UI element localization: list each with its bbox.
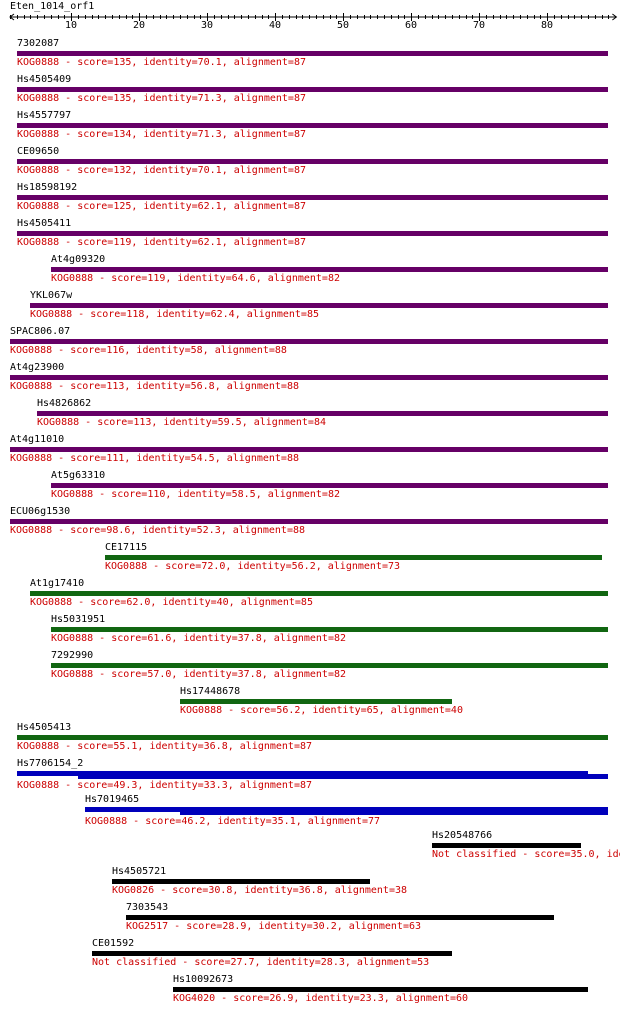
hit-info: KOG0888 - score=135, identity=70.1, alig… <box>17 57 306 68</box>
hit-alignment-bar[interactable] <box>51 483 608 488</box>
hit-info: KOG0888 - score=118, identity=62.4, alig… <box>30 309 319 320</box>
hit-alignment-bar[interactable] <box>10 447 608 452</box>
hit-info: KOG0888 - score=113, identity=59.5, alig… <box>37 417 326 428</box>
ruler-tick-label: 60 <box>404 20 418 31</box>
hit-info: KOG0888 - score=61.6, identity=37.8, ali… <box>51 633 347 644</box>
hit-info: KOG0888 - score=134, identity=71.3, alig… <box>17 129 306 140</box>
hit-info: KOG0888 - score=119, identity=64.6, alig… <box>51 273 340 284</box>
hit-alignment-bar[interactable] <box>37 411 608 416</box>
hit-alignment-bar[interactable] <box>112 879 370 884</box>
hit-info: KOG0888 - score=132, identity=70.1, alig… <box>17 165 306 176</box>
ruler-tick-label: 70 <box>472 20 486 31</box>
hit-alignment-bar[interactable] <box>180 810 608 815</box>
hit-alignment-bar[interactable] <box>78 774 608 779</box>
hit-info: KOG0888 - score=113, identity=56.8, alig… <box>10 381 299 392</box>
hit-name[interactable]: At1g17410 <box>30 578 85 589</box>
ruler-tick-label: 50 <box>336 20 350 31</box>
hit-name[interactable]: At4g11010 <box>10 434 65 445</box>
hit-info: KOG0888 - score=57.0, identity=37.8, ali… <box>51 669 347 680</box>
hit-name[interactable]: CE09650 <box>17 146 60 157</box>
hit-alignment-bar[interactable] <box>17 195 608 200</box>
hit-alignment-bar[interactable] <box>17 51 608 56</box>
hit-alignment-bar[interactable] <box>10 375 608 380</box>
hit-alignment-bar[interactable] <box>105 555 602 560</box>
ruler-tick-label: 80 <box>540 20 554 31</box>
hit-info: KOG2517 - score=28.9, identity=30.2, ali… <box>126 921 422 932</box>
hit-name[interactable]: Hs4505413 <box>17 722 72 733</box>
hit-alignment-bar[interactable] <box>30 591 608 596</box>
hit-name[interactable]: SPAC806.07 <box>10 326 71 337</box>
hit-name[interactable]: At5g63310 <box>51 470 106 481</box>
hit-info: KOG0888 - score=55.1, identity=36.8, ali… <box>17 741 313 752</box>
hit-info: KOG0888 - score=135, identity=71.3, alig… <box>17 93 306 104</box>
hit-alignment-bar[interactable] <box>85 807 608 812</box>
hit-name[interactable]: YKL067w <box>30 290 73 301</box>
hit-alignment-bar[interactable] <box>10 519 608 524</box>
hit-alignment-bar[interactable] <box>17 87 608 92</box>
hit-name[interactable]: 7303543 <box>126 902 169 913</box>
hit-info: KOG0888 - score=116, identity=58, alignm… <box>10 345 287 356</box>
hit-alignment-bar[interactable] <box>51 627 608 632</box>
hit-alignment-bar[interactable] <box>92 951 452 956</box>
query-title: Eten_1014_orf1 <box>10 1 95 12</box>
position-ruler <box>9 13 618 21</box>
hit-name[interactable]: Hs4505721 <box>112 866 167 877</box>
hit-info: KOG0888 - score=46.2, identity=35.1, ali… <box>85 816 381 827</box>
ruler-tick-label: 40 <box>268 20 282 31</box>
hit-info: Not classified - score=35.0, identity= <box>432 849 620 860</box>
hit-info: KOG0888 - score=49.3, identity=33.3, ali… <box>17 780 313 791</box>
hit-name[interactable]: Hs4557797 <box>17 110 72 121</box>
ruler-right-arrow <box>612 13 618 21</box>
hit-info: KOG0888 - score=119, identity=62.1, alig… <box>17 237 306 248</box>
hit-name[interactable]: Hs7019465 <box>85 794 140 805</box>
hit-name[interactable]: 7302087 <box>17 38 60 49</box>
hit-name[interactable]: At4g23900 <box>10 362 65 373</box>
hit-info: KOG4020 - score=26.9, identity=23.3, ali… <box>173 993 469 1004</box>
ruler-tick-label: 20 <box>132 20 146 31</box>
hit-alignment-bar[interactable] <box>17 159 608 164</box>
hit-alignment-bar[interactable] <box>126 915 554 920</box>
hit-name[interactable]: Hs17448678 <box>180 686 241 697</box>
hit-info: Not classified - score=27.7, identity=28… <box>92 957 430 968</box>
hit-info: KOG0826 - score=30.8, identity=36.8, ali… <box>112 885 408 896</box>
hit-alignment-bar[interactable] <box>30 303 608 308</box>
hit-name[interactable]: Hs18598192 <box>17 182 78 193</box>
hit-name[interactable]: Hs20548766 <box>432 830 493 841</box>
hit-name[interactable]: Hs4505409 <box>17 74 72 85</box>
hit-alignment-bar[interactable] <box>180 699 452 704</box>
hit-name[interactable]: CE17115 <box>105 542 148 553</box>
hit-info: KOG0888 - score=125, identity=62.1, alig… <box>17 201 306 212</box>
hit-info: KOG0888 - score=72.0, identity=56.2, ali… <box>105 561 401 572</box>
hit-info: KOG0888 - score=98.6, identity=52.3, ali… <box>10 525 306 536</box>
hit-name[interactable]: CE01592 <box>92 938 135 949</box>
hit-name[interactable]: Hs7706154_2 <box>17 758 84 769</box>
hit-info: KOG0888 - score=56.2, identity=65, align… <box>180 705 463 716</box>
hit-name[interactable]: At4g09320 <box>51 254 106 265</box>
hit-alignment-bar[interactable] <box>10 339 608 344</box>
hit-info: KOG0888 - score=111, identity=54.5, alig… <box>10 453 299 464</box>
hit-alignment-bar[interactable] <box>173 987 588 992</box>
hit-alignment-bar[interactable] <box>17 231 608 236</box>
hit-alignment-bar[interactable] <box>17 735 608 740</box>
ruler-tick-label: 10 <box>64 20 78 31</box>
hit-name[interactable]: 7292990 <box>51 650 94 661</box>
hit-alignment-bar[interactable] <box>51 267 608 272</box>
hit-alignment-bar[interactable] <box>51 663 608 668</box>
ruler-tick-label: 30 <box>200 20 214 31</box>
hit-name[interactable]: Hs5031951 <box>51 614 106 625</box>
hit-name[interactable]: Hs10092673 <box>173 974 234 985</box>
hit-alignment-bar[interactable] <box>17 123 608 128</box>
hit-name[interactable]: Hs4505411 <box>17 218 72 229</box>
hit-alignment-bar[interactable] <box>432 843 581 848</box>
hit-name[interactable]: Hs4826862 <box>37 398 92 409</box>
hit-info: KOG0888 - score=110, identity=58.5, alig… <box>51 489 340 500</box>
hit-name[interactable]: ECU06g1530 <box>10 506 71 517</box>
hit-alignment-bar[interactable] <box>17 771 588 776</box>
hit-info: KOG0888 - score=62.0, identity=40, align… <box>30 597 313 608</box>
